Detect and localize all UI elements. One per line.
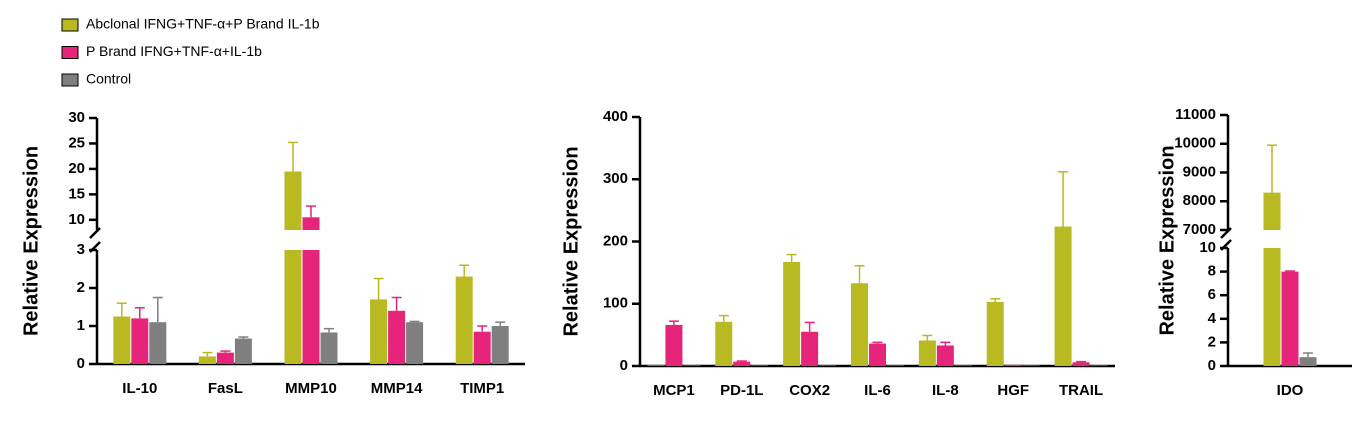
bar — [1281, 271, 1299, 366]
y-tick-label: 10000 — [1174, 135, 1216, 152]
bar — [1090, 365, 1108, 366]
y-tick-label: 11000 — [1175, 106, 1216, 123]
bar — [869, 343, 886, 366]
bar — [887, 365, 904, 366]
bar — [131, 318, 149, 364]
bar — [234, 338, 252, 364]
bar — [1072, 362, 1090, 366]
legend-label: P Brand IFNG+TNF-α+IL-1b — [86, 43, 262, 59]
axis-break — [1220, 227, 1232, 239]
y-tick-label: 30 — [68, 109, 85, 126]
y-axis-label: Relative Expression — [1156, 145, 1178, 335]
bar — [455, 276, 473, 364]
bar — [801, 331, 819, 366]
x-tick-label: MMP10 — [285, 380, 337, 397]
legend-label: Control — [86, 71, 131, 87]
x-tick-label: MMP14 — [371, 380, 423, 397]
bar — [647, 365, 665, 366]
bar — [198, 356, 216, 364]
bar — [149, 322, 167, 364]
x-tick-label: FasL — [208, 380, 243, 397]
y-tick-label: 0 — [1208, 357, 1216, 374]
y-tick-label: 10 — [68, 211, 85, 228]
bar — [851, 283, 868, 366]
y-axis-label: Relative Expression — [560, 146, 582, 336]
y-tick-label: 2 — [77, 279, 85, 296]
x-tick-label: TRAIL — [1059, 382, 1103, 399]
y-tick-label: 300 — [603, 170, 628, 187]
bar — [819, 365, 837, 366]
bar — [1299, 357, 1317, 366]
bar — [216, 352, 234, 364]
y-tick-label: 8000 — [1183, 192, 1216, 209]
x-tick-label: IL-6 — [864, 382, 891, 399]
bar — [683, 365, 701, 366]
y-tick-label: 10 — [1199, 239, 1216, 256]
y-tick-label: 20 — [68, 160, 85, 177]
y-tick-label: 15 — [68, 185, 85, 202]
y-tick-label: 400 — [603, 108, 628, 125]
bar — [1004, 364, 1022, 366]
bar — [388, 310, 406, 364]
bar — [284, 250, 302, 364]
bar — [302, 217, 320, 230]
bar — [751, 365, 769, 366]
bar — [1263, 192, 1281, 230]
legend-swatch — [61, 18, 79, 32]
y-tick-label: 200 — [603, 232, 628, 249]
bar — [954, 365, 972, 366]
bar — [284, 171, 302, 230]
x-tick-label: HGF — [997, 382, 1029, 399]
y-tick-label: 0 — [77, 355, 85, 372]
y-tick-label: 1 — [77, 317, 85, 334]
legend-swatch — [61, 73, 79, 87]
bar — [406, 322, 424, 364]
y-tick-label: 7000 — [1183, 221, 1216, 238]
bar — [936, 345, 954, 366]
y-tick-label: 2 — [1208, 333, 1216, 350]
bar — [473, 331, 491, 364]
legend-label: Abclonal IFNG+TNF-α+P Brand IL-1b — [86, 16, 320, 32]
y-tick-label: 6 — [1208, 286, 1216, 303]
bar — [986, 301, 1004, 366]
y-tick-label: 8 — [1208, 263, 1216, 280]
bar — [1054, 226, 1072, 366]
x-tick-label: TIMP1 — [460, 380, 504, 397]
bar — [1263, 248, 1281, 366]
x-tick-label: PD-1L — [720, 382, 763, 399]
y-tick-label: 3 — [77, 241, 85, 258]
bar — [302, 250, 320, 364]
bar — [733, 361, 751, 366]
y-tick-label: 0 — [620, 357, 628, 374]
y-tick-label: 100 — [603, 295, 628, 312]
bar — [370, 299, 388, 364]
y-tick-label: 4 — [1208, 310, 1217, 327]
axis-break — [89, 227, 101, 239]
x-tick-label: IL-10 — [122, 380, 157, 397]
legend-swatch — [61, 46, 79, 59]
bar — [665, 324, 683, 366]
bar — [918, 340, 936, 366]
x-tick-label: IDO — [1277, 382, 1304, 399]
bar — [320, 332, 338, 364]
bar — [491, 326, 509, 364]
bar — [1022, 365, 1040, 366]
y-tick-label: 25 — [68, 134, 85, 151]
bar — [715, 321, 733, 366]
x-tick-label: COX2 — [789, 382, 830, 399]
y-tick-label: 9000 — [1183, 163, 1216, 180]
bar — [783, 262, 801, 366]
x-tick-label: IL-8 — [932, 382, 959, 399]
y-axis-label: Relative Expression — [20, 146, 42, 336]
x-tick-label: MCP1 — [653, 382, 695, 399]
bar — [113, 316, 131, 364]
